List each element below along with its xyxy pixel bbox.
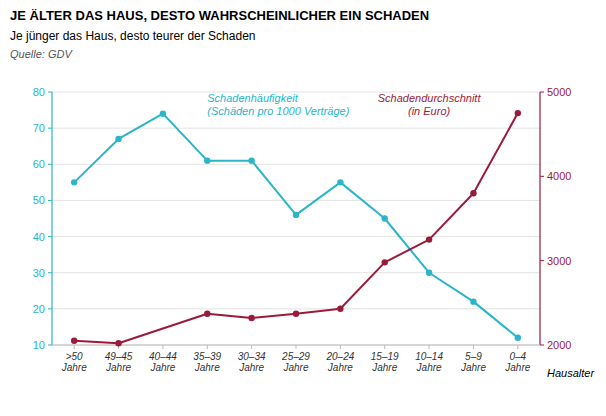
grid-line [52,236,540,237]
text-line: Jahre [416,362,442,373]
text-line: Jahre [371,362,397,373]
text-line: Jahre [327,362,353,373]
title: JE ÄLTER DAS HAUS, DESTO WAHRSCHEINLICHE… [10,8,429,23]
tick-label: 60 [33,158,45,170]
tick-label: >50Jahre [61,351,87,373]
tick-label: 20 [33,303,45,315]
tick-mark [340,345,341,349]
point [515,335,521,341]
axis-label: Hausalter [547,367,595,379]
grid-line [52,164,540,165]
text-line: Jahre [238,362,264,373]
tick-label: 3000 [547,255,571,267]
tick-label: 49–45Jahre [105,351,133,373]
point [115,340,121,346]
point [470,190,476,196]
axes: 10203040506070802000300040005000>50Jahre… [33,86,572,373]
text-line: 20–24 [325,351,354,362]
tick-mark [74,345,75,349]
point [71,179,77,185]
tick-mark [296,345,297,349]
line [74,114,518,338]
point [470,298,476,304]
grid-line [52,272,540,273]
text-line: 10–14 [415,351,443,362]
grid-line [52,308,540,309]
text-line: 5–9 [465,351,482,362]
tick-label: 15–19Jahre [371,351,399,373]
tick-mark [162,345,163,349]
tick-label: 2000 [547,339,571,351]
tick-label: 4000 [547,170,571,182]
text-line: (in Euro) [408,105,451,117]
tick-mark [517,345,518,349]
grid-line [52,128,540,129]
text-line: Jahre [504,362,530,373]
tick-label: 5000 [547,86,571,98]
text-line: Jahre [61,362,87,373]
line [74,113,518,343]
point [515,110,521,116]
plot-area [71,110,521,347]
source: Quelle: GDV [10,48,73,60]
tick-mark [207,345,208,349]
text-line: 35–39 [193,351,221,362]
tick-label: 40–44Jahre [149,351,177,373]
text-line: Jahre [282,362,308,373]
point [426,270,432,276]
point [204,157,210,163]
text-line: 25–29 [281,351,310,362]
text-line: 49–45 [105,351,133,362]
tick-mark [473,345,474,349]
text-line: Jahre [149,362,175,373]
text-line: 15–19 [371,351,399,362]
point [293,311,299,317]
text-line: Jahre [194,362,220,373]
tick-label: 30 [33,267,45,279]
background [0,0,606,416]
text-line: 0–4 [509,351,526,362]
point [382,259,388,265]
tick-mark [384,345,385,349]
tick-mark [429,345,430,349]
point [248,157,254,163]
tick-mark [251,345,252,349]
text-line: Schadenhäufigkeit [207,92,298,104]
tick-label: 0–4Jahre [504,351,530,373]
tick-label: 35–39Jahre [193,351,221,373]
tick-label: 25–29Jahre [281,351,310,373]
tick-label: 70 [33,122,45,134]
chart: JE ÄLTER DAS HAUS, DESTO WAHRSCHEINLICHE… [0,0,606,416]
point [426,236,432,242]
text-line: Schadendurchschnitt [378,92,482,104]
tick-label: 20–24Jahre [325,351,354,373]
point [115,136,121,142]
text-line: >50 [66,351,83,362]
subtitle: Je jünger das Haus, desto teurer der Sch… [10,29,255,43]
point [160,110,166,116]
text-line: Jahre [105,362,131,373]
tick-label: 80 [33,86,45,98]
text-line: (Schäden pro 1000 Verträge) [207,105,349,117]
point [71,338,77,344]
text-line: 40–44 [149,351,177,362]
tick-label: 50 [33,194,45,206]
series-label: Schadenhäufigkeit(Schäden pro 1000 Vertr… [207,92,349,117]
axis-line-right [539,92,540,345]
point [248,315,254,321]
point [337,179,343,185]
tick-label: 10–14Jahre [415,351,443,373]
tick-label: 40 [33,231,45,243]
tick-label: 5–9Jahre [460,351,486,373]
text-line: 30–34 [238,351,266,362]
text-line: Jahre [460,362,486,373]
tick-label: 30–34Jahre [238,351,266,373]
series-label: Schadendurchschnitt(in Euro) [378,92,482,117]
point [382,215,388,221]
point [337,306,343,312]
point [204,311,210,317]
axis-line-left [51,92,52,345]
point [293,212,299,218]
tick-label: 10 [33,339,45,351]
